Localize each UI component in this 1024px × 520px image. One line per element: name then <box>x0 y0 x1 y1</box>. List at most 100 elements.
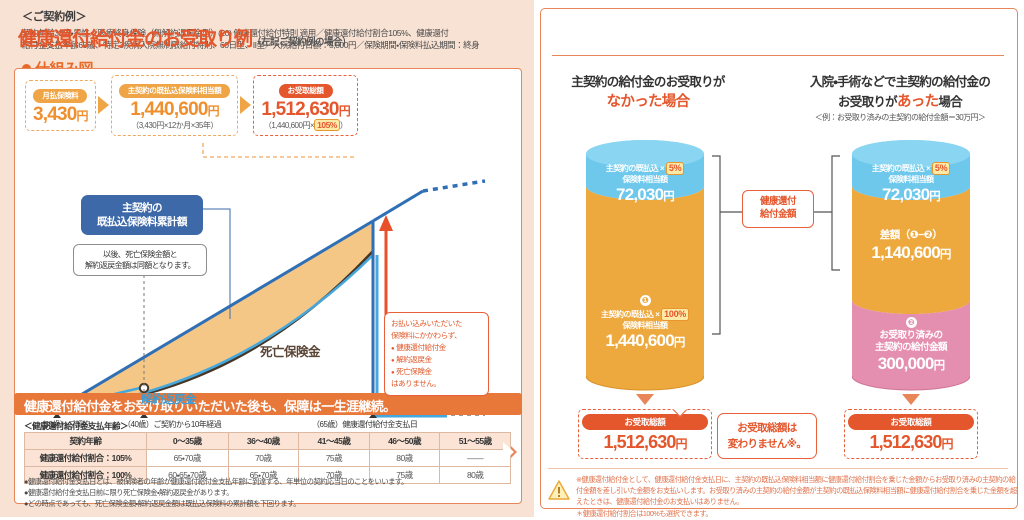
receipt-title-sub: （左記ご契約例の場合） <box>252 37 352 48</box>
mid-seg-value: 1,140,600円 <box>852 243 970 263</box>
cylinder-right-mid-label: 差額（❶−❷） 1,140,600円 <box>852 228 970 263</box>
mid-box-line-1: 健康還付 <box>759 196 797 207</box>
table-header-cell: 0〜35歳 <box>146 432 229 450</box>
table-header-cell: 46〜50歳 <box>368 432 441 450</box>
arrow-down-icon-right <box>902 394 920 405</box>
cylinder-no-receipt-graphic <box>585 140 705 391</box>
top-seg-value: 72,030円 <box>586 185 704 205</box>
main-contract-premium-label-box: 主契約の 既払込保険料累計額 <box>81 195 203 236</box>
yen-unit: 円 <box>675 437 687 451</box>
percentage-chip: 105% <box>314 118 340 131</box>
callout-line-2: 保険料にかかわらず、 <box>391 330 462 340</box>
money-box-value: 1,440,600円 <box>119 99 231 121</box>
total-value: 1,512,630円 <box>848 432 974 453</box>
table-cell: 60・65・70歳 <box>146 466 229 484</box>
benefit-bracket-graphic <box>712 155 840 335</box>
yen-unit: 円 <box>76 109 89 123</box>
health-refund-amount-box: 健康還付 給付金額 <box>742 190 814 228</box>
cylinder-right-bottom-label: ❷ お受取り済みの 主契約の給付金額 300,000円 <box>852 312 970 374</box>
body-seg-caption-a: 主契約の既払込 × 100% <box>586 308 704 322</box>
table-header-cell: 36〜40歳 <box>227 432 300 450</box>
yen-unit: 円 <box>673 337 685 350</box>
callout-line-3: はありません。 <box>391 379 441 389</box>
value-number: 300,000 <box>877 353 935 373</box>
money-box-total-receipt: お受取総額 1,512,630円 （1,440,600円× 105%） <box>253 75 358 136</box>
percentage-chip-5: 5% <box>665 162 685 176</box>
money-value-number: 1,512,630 <box>261 99 339 120</box>
top-seg-caption: 主契約の既払込 × 5% <box>586 162 704 176</box>
callout-bullet: 解約返戻金 <box>391 354 482 366</box>
table-cell: 70歳 <box>227 449 300 467</box>
cylinder-no-receipt: 主契約の既払込 × 5% 保険料相当額 72,030円 ❶ 主契約の既払込 × … <box>585 140 705 392</box>
arrow-right-icon <box>240 96 252 115</box>
mid-seg-caption: 差額（❶−❷） <box>879 229 943 241</box>
table-cell: 70歳 <box>298 466 370 484</box>
axis-marker-icon <box>369 413 377 418</box>
footnote-line: ●健康還付給付金支払日とは、被保険者の年齢が健康還付給付金支払年齢に到達する、年… <box>24 477 408 486</box>
table-header-cell: 契約年齢 <box>24 432 147 450</box>
callout-bullet: 死亡保険金 <box>391 366 482 378</box>
col-left-line-2: なかった場合 <box>606 93 691 110</box>
formula-prefix: （1,440,600円× <box>263 120 315 130</box>
money-box-paid-premium-equivalent: 主契約の既払込保険料相当額 1,440,600円 （3,430円×12か月×35… <box>110 75 239 136</box>
percentage-chip-100: 100% <box>661 308 689 322</box>
column-head-no-receipt: 主契約の給付金のお受取りが なかった場合 <box>548 74 748 112</box>
yen-unit: 円 <box>939 248 951 261</box>
surrender-value-label: 解約返戻金 <box>141 394 197 406</box>
col-right-line-2: お受取りがあった場合 <box>790 92 1010 112</box>
mechanism-chart-card: 月払保険料 3,430円 主契約の既払込保険料相当額 1,440,600円 （3… <box>14 68 688 504</box>
gray-note-line-1: 以後、死亡保険金額と <box>103 250 178 259</box>
footnote-line: ●どの時点であっても、死亡保険金額・解約返戻金額は既払込保険料の累計額を下回りま… <box>24 498 301 508</box>
arrow-down-icon-left <box>636 394 654 405</box>
yen-unit: 円 <box>933 359 945 372</box>
value-number: 1,512,630 <box>603 432 676 452</box>
col-right-line-2-a: お受取りが <box>837 94 898 109</box>
caption-line-a: 主契約の既払込 <box>871 164 925 173</box>
money-box-formula: （1,440,600円× 105%） <box>261 118 350 131</box>
total-tag: お受取総額 <box>848 414 974 430</box>
times-symbol: × <box>659 164 665 173</box>
total-receipt-box-right: お受取総額 1,512,630円 <box>844 409 978 459</box>
top-seg-caption: 主契約の既払込 × 5% <box>852 162 970 176</box>
contract-example-title: ＜ご契約例＞ <box>22 11 87 23</box>
axis-marker-icon <box>53 413 61 418</box>
col-right-note: ＜例：お受取り済みの主契約の給付金額＝30万円＞ <box>814 112 986 122</box>
total-receipt-box-left: お受取総額 1,512,630円 <box>578 409 712 459</box>
col-right-line-2-c: 場合 <box>938 94 963 109</box>
top-seg-value: 72,030円 <box>852 185 970 205</box>
money-box-monthly-premium: 月払保険料 3,430円 <box>25 80 96 131</box>
times-symbol: × <box>925 164 931 173</box>
contract-detail-line-2: 給付金支払年齢65歳、特定3疾病入院無制限給付特則、60日型、II型／入院給付日… <box>22 40 480 51</box>
table-header-row: 契約年齢 0〜35歳 36〜40歳 41〜45歳 46〜50歳 51〜55歳 <box>24 432 511 450</box>
coverage-continues-banner-bg <box>14 393 522 415</box>
bottom-seg-caption-b: 主契約の給付金額 <box>874 341 948 353</box>
blue-box-line-2: 既払込保険料累計額 <box>97 216 188 229</box>
callout-line-1: お払い込みいただいた <box>391 319 462 328</box>
warning-sub-text: ＊健康還付給付割合は100%も選択できます。 <box>576 509 713 519</box>
title-divider <box>552 55 1004 56</box>
receipt-example-title: 健康還付給付金のお受取り例（左記ご契約例の場合） <box>18 24 352 51</box>
money-box-tag: 主契約の既払込保険料相当額 <box>118 83 231 98</box>
caption-line-a: 主契約の既払込 <box>605 164 659 173</box>
warning-divider <box>548 468 1008 469</box>
bottom-circle-number: ❷ <box>852 312 970 330</box>
payment-age-table: 契約年齢 0〜35歳 36〜40歳 41〜45歳 46〜50歳 51〜55歳 健… <box>24 432 511 484</box>
axis-marker-icon <box>140 413 148 418</box>
total-value: 1,512,630円 <box>582 432 708 453</box>
cylinder-left-body-label: ❶ 主契約の既払込 × 100% 保険料相当額 1,440,600円 <box>586 290 704 351</box>
cylinder-with-receipt: 主契約の既払込 × 5% 保険料相当額 72,030円 差額（❶−❷） 1,14… <box>851 140 971 392</box>
death-benefit-label: 死亡保険金 <box>260 345 321 359</box>
money-box-value: 1,512,630円 <box>261 99 350 121</box>
percentage-chip-5: 5% <box>931 162 951 176</box>
coverage-continues-banner-text: 健康還付給付金をお受け取りいただいた後も、保障は一生涯継続。 <box>24 399 396 414</box>
money-box-value: 3,430円 <box>33 104 89 126</box>
table-cell: —— <box>439 449 511 467</box>
cylinder-with-receipt-graphic <box>851 140 971 391</box>
value-number: 72,030 <box>882 185 930 205</box>
contract-detail-line-1: 契約年齢30歳・男性／医療終身保険（無解約返戻金型）(20) 健康還付給付特則 … <box>22 28 449 38</box>
col-right-emphasis: あった <box>897 93 939 110</box>
value-number: 72,030 <box>616 185 664 205</box>
chart-axis-labels: （30歳）ご契約 （40歳）ご契約から10年経過 （65歳）健康還付給付金支払日 <box>15 413 523 437</box>
table-header-cell: 41〜45歳 <box>298 432 370 450</box>
table-row-header: 健康還付給付割合：105% <box>24 449 147 467</box>
